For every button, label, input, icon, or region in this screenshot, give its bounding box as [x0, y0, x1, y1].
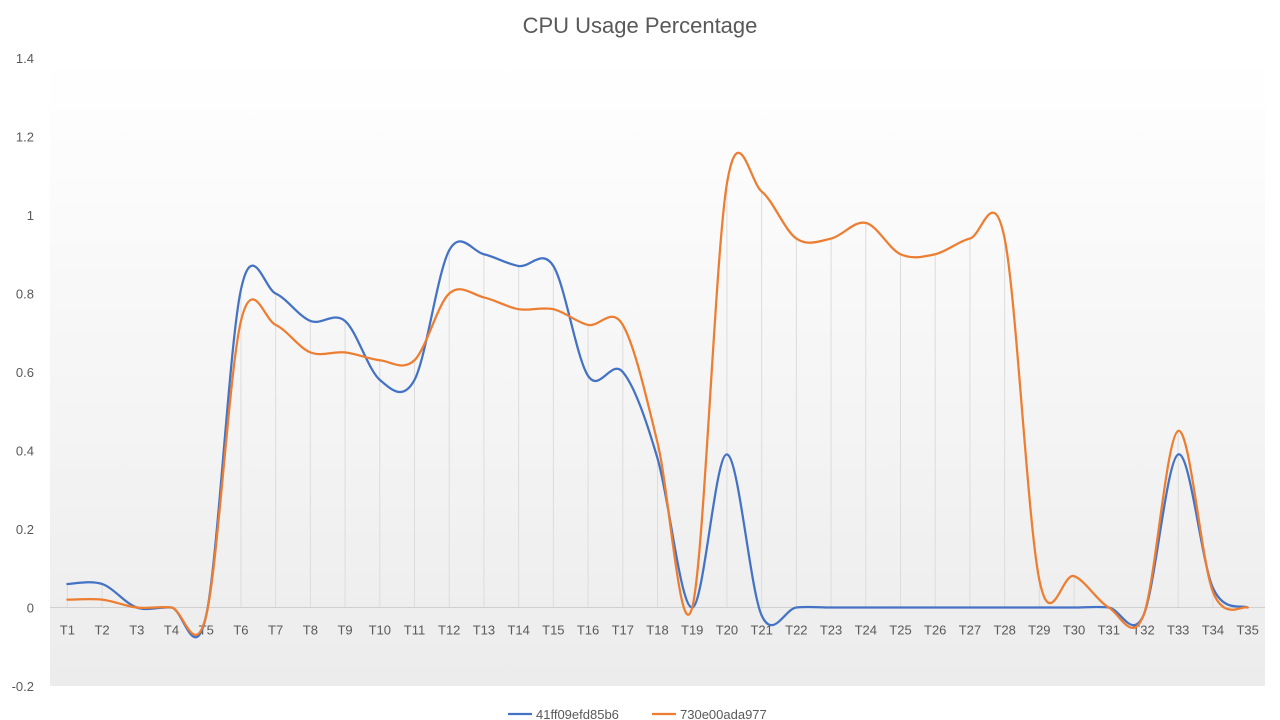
y-tick-label: 0.2 [16, 522, 34, 537]
y-axis-tick-labels: 1.4 1.2 1 0.8 0.6 0.4 0.2 0 -0.2 [12, 51, 34, 694]
x-tick-label: T21 [750, 623, 772, 638]
x-tick-label: T15 [542, 623, 564, 638]
x-tick-label: T20 [716, 623, 738, 638]
x-tick-label: T30 [1063, 623, 1085, 638]
x-tick-label: T8 [303, 623, 318, 638]
series-line-1 [66, 240, 1249, 639]
x-tick-label: T1 [60, 623, 75, 638]
x-tick-label: T6 [233, 623, 248, 638]
y-tick-label: -0.2 [12, 679, 34, 694]
x-tick-label: T17 [612, 623, 634, 638]
x-tick-label: T24 [855, 623, 877, 638]
drop-lines [66, 183, 1214, 608]
x-tick-label: T9 [337, 623, 352, 638]
y-tick-label: 0 [27, 601, 34, 616]
x-tick-label: T27 [959, 623, 981, 638]
x-tick-label: T26 [924, 623, 946, 638]
x-tick-label: T28 [993, 623, 1015, 638]
y-tick-label: 1 [27, 208, 34, 223]
x-tick-label: T25 [889, 623, 911, 638]
x-tick-label: T23 [820, 623, 842, 638]
chart-title: CPU Usage Percentage [523, 13, 758, 38]
x-tick-label: T22 [785, 623, 807, 638]
x-tick-label: T7 [268, 623, 283, 638]
x-tick-label: T18 [646, 623, 668, 638]
x-tick-label: T33 [1167, 623, 1189, 638]
y-tick-label: 1.4 [16, 51, 34, 66]
x-tick-label: T10 [369, 623, 391, 638]
series-line-2 [66, 151, 1249, 636]
y-tick-label: 1.2 [16, 130, 34, 145]
y-tick-label: 0.6 [16, 365, 34, 380]
legend: 41ff09efd85b6 730e00ada977 [508, 707, 767, 720]
x-tick-label: T12 [438, 623, 460, 638]
x-tick-label: T29 [1028, 623, 1050, 638]
x-tick-label: T13 [473, 623, 495, 638]
legend-label-1: 41ff09efd85b6 [536, 707, 619, 720]
x-axis-tick-labels: T1 T2 T3 T4 T5 T6 T7 T8 T9 T10 T11 T12 T13 T14 T15 T16 T… [60, 623, 1259, 638]
x-tick-label: T4 [164, 623, 179, 638]
x-tick-label: T16 [577, 623, 599, 638]
x-tick-label: T34 [1202, 623, 1224, 638]
y-tick-label: 0.4 [16, 444, 34, 459]
x-tick-label: T19 [681, 623, 703, 638]
x-tick-label: T14 [507, 623, 529, 638]
x-tick-label: T31 [1098, 623, 1120, 638]
legend-label-2: 730e00ada977 [680, 707, 767, 720]
x-tick-label: T35 [1236, 623, 1258, 638]
y-tick-label: 0.8 [16, 287, 34, 302]
x-tick-label: T11 [404, 623, 425, 638]
x-tick-label: T3 [129, 623, 144, 638]
x-tick-label: T2 [94, 623, 109, 638]
series-lines [66, 151, 1249, 639]
